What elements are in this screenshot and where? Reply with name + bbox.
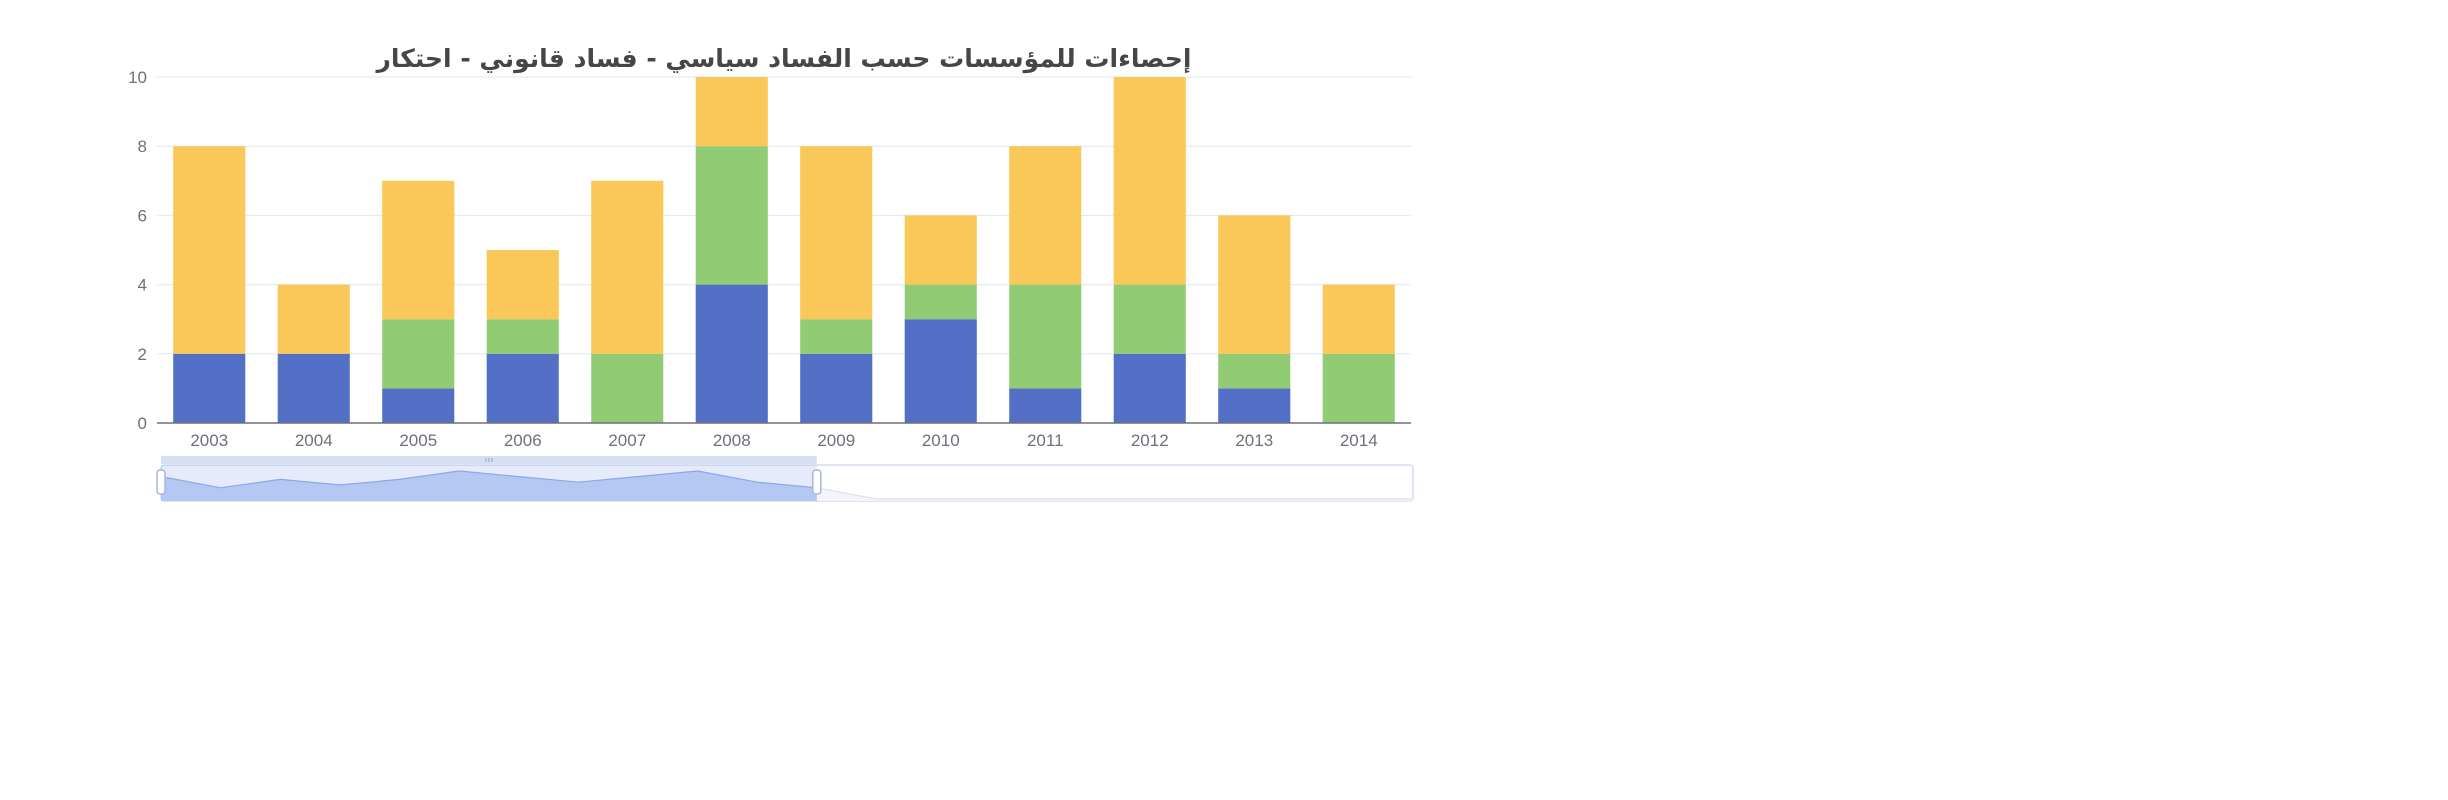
stacked-bar-chart: 0 2 4 6 8 10 2003 2004 2005 2006 2007 2008 2009 2010… bbox=[128, 68, 1414, 502]
y-tick-label: 2 bbox=[138, 345, 147, 364]
x-tick-label: 2014 bbox=[1340, 431, 1378, 450]
zoom-selected-area bbox=[161, 471, 817, 501]
bar-segment-2007-series-3 bbox=[591, 180, 664, 354]
bar-segment-2004-series-3 bbox=[277, 284, 350, 354]
bar-segment-2012-series-1 bbox=[1113, 353, 1186, 423]
grid-lines bbox=[157, 76, 1411, 355]
x-tick-label: 2013 bbox=[1235, 431, 1273, 450]
y-tick-label: 10 bbox=[128, 68, 147, 87]
bar-segment-2010-series-2 bbox=[904, 284, 977, 320]
bar-segment-2013-series-2 bbox=[1218, 353, 1291, 389]
y-tick-label: 8 bbox=[138, 137, 147, 156]
x-tick-label: 2012 bbox=[1131, 431, 1169, 450]
x-axis-tick-labels: 2003 2004 2005 2006 2007 2008 2009 2010 2011 2012… bbox=[190, 431, 1377, 450]
x-tick-label: 2007 bbox=[608, 431, 646, 450]
bar-segment-2011-series-3 bbox=[1009, 146, 1082, 285]
bar-segment-2003-series-1 bbox=[173, 353, 246, 423]
x-tick-label: 2011 bbox=[1027, 431, 1064, 450]
bar-segment-2012-series-3 bbox=[1113, 77, 1186, 285]
bar-segment-2006-series-2 bbox=[486, 319, 559, 354]
bar-segment-2013-series-1 bbox=[1218, 388, 1291, 423]
x-tick-label: 2004 bbox=[295, 431, 333, 450]
zoom-handle-right[interactable] bbox=[812, 469, 822, 495]
bar-segment-2011-series-2 bbox=[1009, 284, 1082, 389]
bar-segment-2004-series-1 bbox=[277, 353, 350, 423]
bar-segment-2011-series-1 bbox=[1009, 388, 1082, 423]
x-tick-label: 2005 bbox=[399, 431, 437, 450]
y-axis-tick-labels: 0 2 4 6 8 10 bbox=[128, 68, 147, 433]
chart-title: إحصاءات للمؤسسات حسب الفساد سياسي - فساد… bbox=[376, 44, 1192, 73]
bar-segment-2003-series-3 bbox=[173, 146, 246, 354]
y-tick-label: 4 bbox=[138, 276, 147, 295]
bar-segment-2006-series-3 bbox=[486, 250, 559, 320]
bar-segment-2009-series-1 bbox=[800, 353, 873, 423]
bar-segment-2012-series-2 bbox=[1113, 284, 1186, 354]
y-tick-label: 0 bbox=[138, 414, 147, 433]
x-tick-label: 2003 bbox=[190, 431, 228, 450]
zoom-selected-line bbox=[161, 470, 817, 489]
bar-segment-2014-series-3 bbox=[1322, 284, 1395, 354]
bar-segment-2010-series-3 bbox=[904, 215, 977, 285]
bars bbox=[173, 77, 1395, 423]
bar-segment-2008-series-2 bbox=[695, 146, 768, 285]
x-tick-label: 2009 bbox=[817, 431, 855, 450]
zoom-selection-preview bbox=[161, 470, 817, 501]
bar-segment-2005-series-3 bbox=[382, 180, 455, 320]
bar-segment-2007-series-2 bbox=[591, 353, 664, 423]
bar-segment-2005-series-2 bbox=[382, 319, 455, 389]
x-tick-label: 2008 bbox=[713, 431, 751, 450]
zoom-selection-window[interactable] bbox=[161, 465, 817, 501]
bar-segment-2009-series-2 bbox=[800, 319, 873, 354]
bar-segment-2009-series-3 bbox=[800, 146, 873, 320]
bar-segment-2008-series-1 bbox=[695, 284, 768, 423]
x-tick-label: 2010 bbox=[922, 431, 960, 450]
bar-segment-2013-series-3 bbox=[1218, 215, 1291, 354]
bar-segment-2010-series-1 bbox=[904, 319, 977, 423]
x-tick-label: 2006 bbox=[504, 431, 542, 450]
zoom-handle-left[interactable] bbox=[156, 469, 166, 495]
bar-segment-2014-series-2 bbox=[1322, 353, 1395, 423]
data-zoom-slider[interactable] bbox=[156, 456, 1414, 502]
bar-segment-2008-series-3 bbox=[695, 77, 768, 147]
y-tick-label: 6 bbox=[138, 206, 147, 225]
bar-segment-2005-series-1 bbox=[382, 388, 455, 423]
bar-segment-2006-series-1 bbox=[486, 353, 559, 423]
